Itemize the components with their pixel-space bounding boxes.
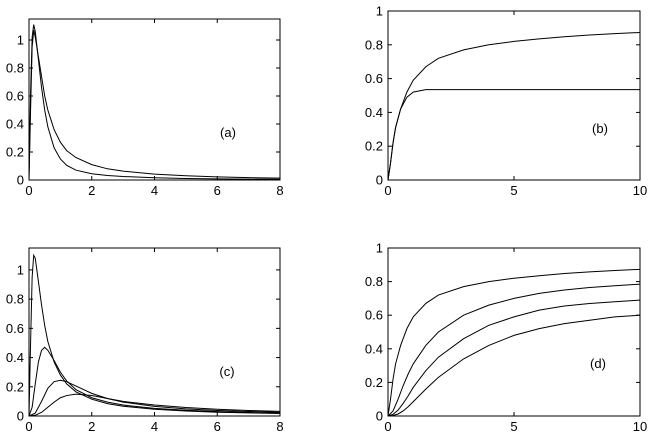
x-tick-label: 0 [25, 419, 32, 434]
y-tick-label: 0 [376, 409, 383, 424]
x-tick-label: 6 [214, 419, 221, 434]
x-tick-label: 0 [384, 419, 391, 434]
plot-frame [387, 247, 641, 417]
y-tick-label: 0.6 [365, 71, 383, 86]
series-line-2 [28, 30, 281, 181]
plot-frame [387, 10, 641, 181]
y-tick-label: 0.8 [365, 274, 383, 289]
panel-label: (b) [592, 121, 608, 136]
panel-c: 0 2 4 6 8 0 0.2 0.4 0.6 0.8 1 (c) [6, 247, 284, 434]
panel-label: (d) [590, 356, 606, 371]
plot-frame [28, 18, 281, 181]
series-line-3 [28, 379, 281, 417]
series-line-3 [387, 299, 641, 417]
x-tick-label: 4 [151, 183, 158, 198]
y-tick-label: 0.6 [365, 308, 383, 323]
y-tick-label: 0.6 [6, 89, 24, 104]
y-tick-label: 0.2 [365, 139, 383, 154]
series-line-1 [387, 268, 641, 417]
x-tick-label: 10 [633, 183, 647, 198]
panel-b: 0 5 10 0 0.2 0.4 0.6 0.8 1 (b) [365, 4, 647, 199]
y-tick-label: 0 [17, 173, 24, 188]
y-tick-label: 0.2 [365, 375, 383, 390]
y-tick-label: 0.4 [365, 341, 383, 356]
y-tick-label: 0.4 [6, 117, 24, 132]
x-tick-label: 2 [88, 419, 95, 434]
panel-a: 0 2 4 6 8 0 0.2 0.4 0.6 0.8 1 (a) [6, 18, 284, 198]
x-tick-label: 0 [384, 183, 391, 198]
x-tick-label: 10 [633, 419, 647, 434]
x-tick-label: 4 [151, 419, 158, 434]
panel-d: 0 5 10 0 0.2 0.4 0.6 0.8 1 (d) [365, 241, 647, 435]
y-tick-label: 0 [17, 409, 24, 424]
y-tick-label: 0 [376, 173, 383, 188]
panel-label: (c) [219, 364, 234, 379]
x-tick-label: 6 [214, 183, 221, 198]
x-tick-label: 5 [510, 183, 517, 198]
y-tick-label: 0.4 [6, 350, 24, 365]
y-tick-label: 0.6 [6, 321, 24, 336]
y-tick-label: 1 [17, 33, 24, 48]
x-tick-label: 8 [276, 183, 283, 198]
series-line-2 [387, 283, 641, 417]
series-line-2 [387, 31, 641, 181]
x-tick-label: 8 [276, 419, 283, 434]
panel-label: (a) [220, 125, 236, 140]
series-line-4 [28, 393, 281, 417]
x-tick-label: 0 [25, 183, 32, 198]
series-line-1 [28, 24, 281, 181]
y-tick-label: 1 [376, 4, 383, 19]
plot-frame [28, 247, 281, 417]
series-line-1 [28, 253, 281, 417]
y-tick-label: 1 [376, 241, 383, 256]
y-tick-label: 0.2 [6, 379, 24, 394]
x-tick-label: 5 [510, 419, 517, 434]
y-tick-label: 0.8 [6, 292, 24, 307]
x-tick-label: 2 [88, 183, 95, 198]
y-tick-label: 0.8 [365, 37, 383, 52]
y-tick-label: 0.2 [6, 145, 24, 160]
series-line-2 [28, 346, 281, 417]
series-line-4 [387, 314, 641, 417]
y-tick-label: 1 [17, 262, 24, 277]
y-tick-label: 0.8 [6, 61, 24, 76]
y-tick-label: 0.4 [365, 105, 383, 120]
